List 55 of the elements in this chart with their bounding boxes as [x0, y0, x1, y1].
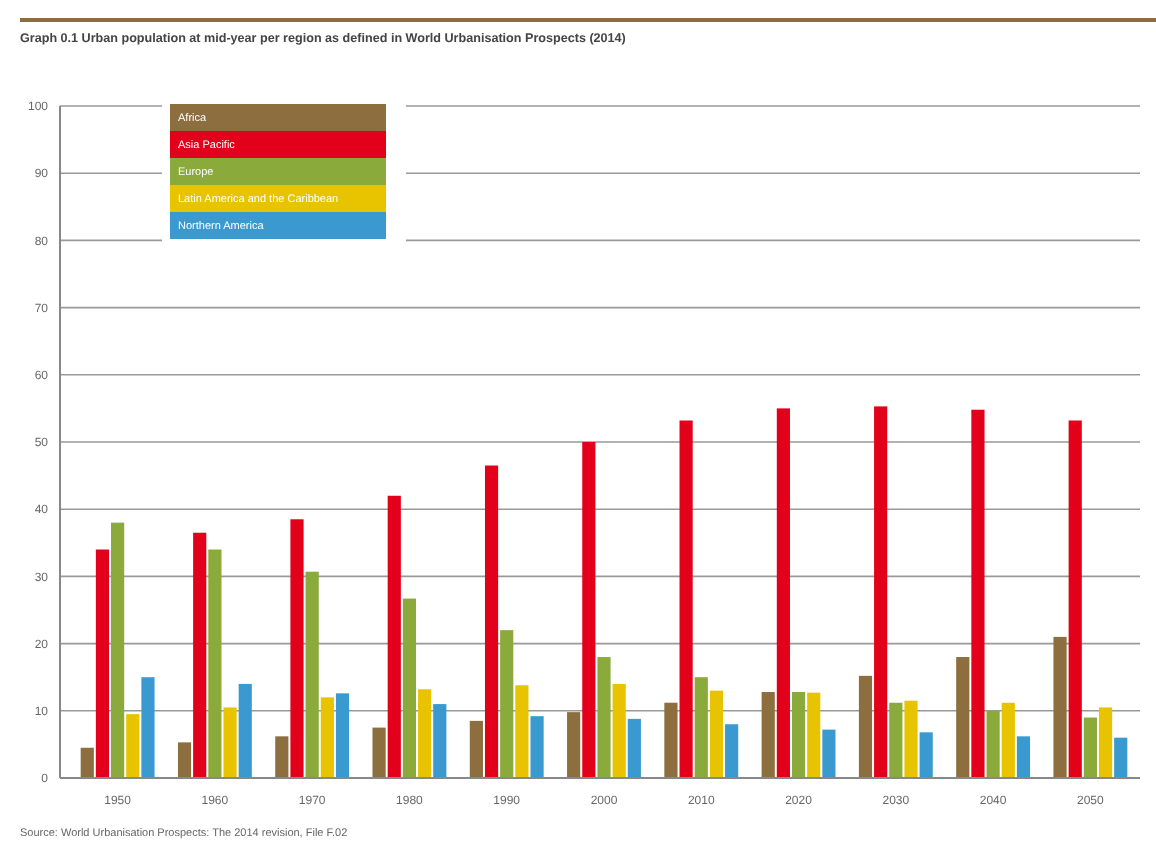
bar	[1001, 702, 1015, 778]
bar	[402, 598, 417, 778]
bar	[530, 716, 544, 778]
bar	[694, 677, 708, 778]
bar	[627, 718, 641, 778]
bar	[177, 742, 192, 778]
bar	[807, 692, 821, 778]
bar	[335, 693, 350, 778]
bar	[320, 697, 334, 778]
bar	[971, 409, 985, 778]
bar	[904, 700, 918, 778]
bar	[776, 408, 790, 778]
bar	[193, 532, 207, 778]
bar	[597, 657, 611, 778]
bar	[725, 724, 739, 778]
bar	[612, 683, 626, 778]
bar	[567, 712, 581, 778]
bar	[238, 683, 252, 778]
bar	[791, 691, 806, 778]
bar	[387, 495, 401, 778]
bar	[956, 657, 970, 778]
bar	[761, 691, 775, 778]
bar	[433, 704, 447, 778]
bar	[275, 736, 289, 778]
bar	[80, 747, 94, 778]
bar	[111, 522, 125, 778]
bar	[679, 420, 693, 778]
bar	[223, 707, 237, 778]
bar	[126, 714, 140, 778]
bar	[372, 727, 386, 778]
bar	[418, 689, 432, 778]
bar	[290, 519, 304, 778]
bar	[1098, 707, 1113, 778]
bar	[500, 630, 514, 778]
bar	[208, 549, 222, 778]
bar	[582, 442, 596, 778]
bar	[664, 702, 678, 778]
bar	[709, 690, 724, 778]
bar	[874, 406, 888, 778]
bar	[305, 571, 319, 778]
bar	[515, 685, 529, 778]
bar	[141, 677, 155, 778]
bar	[469, 720, 483, 778]
bar	[1083, 717, 1097, 778]
bar	[919, 732, 933, 778]
bar	[1053, 636, 1067, 778]
bar	[889, 702, 903, 778]
bar	[484, 465, 499, 778]
bar	[858, 675, 873, 778]
bar	[1114, 737, 1128, 778]
bar	[986, 710, 1000, 778]
bar	[822, 729, 836, 778]
bar	[1068, 420, 1082, 778]
bar	[1016, 736, 1031, 778]
bar	[95, 549, 110, 778]
